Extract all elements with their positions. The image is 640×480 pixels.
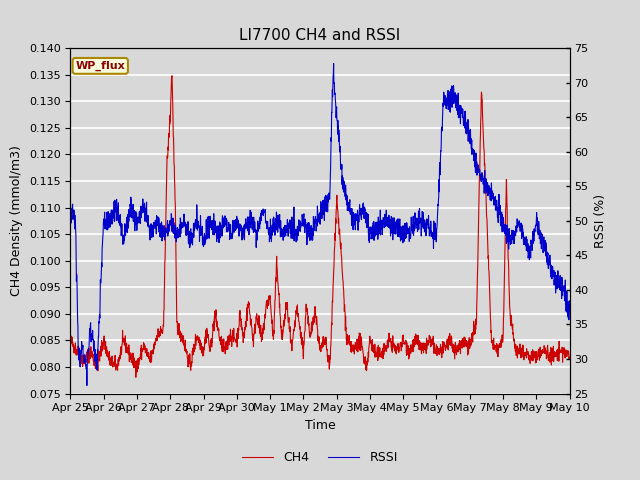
RSSI (310, 214, 317, 219)
CH4 (132, 374, 140, 380)
RSSI (566, 306, 573, 312)
RSSI (67, 222, 74, 228)
RSSI (92, 351, 100, 357)
CH4 (310, 316, 317, 322)
Line: CH4: CH4 (70, 76, 570, 377)
RSSI (552, 290, 559, 296)
RSSI (460, 121, 468, 127)
CH4 (92, 363, 100, 369)
CH4 (67, 336, 74, 341)
RSSI (83, 383, 91, 388)
X-axis label: Time: Time (305, 419, 335, 432)
CH4 (552, 353, 559, 359)
Line: RSSI: RSSI (70, 63, 570, 385)
CH4 (168, 73, 176, 79)
Legend: CH4, RSSI: CH4, RSSI (237, 446, 403, 469)
RSSI (330, 60, 337, 66)
CH4 (566, 356, 573, 362)
CH4 (552, 351, 559, 357)
Title: LI7700 CH4 and RSSI: LI7700 CH4 and RSSI (239, 28, 401, 43)
Y-axis label: RSSI (%): RSSI (%) (594, 194, 607, 248)
Text: WP_flux: WP_flux (76, 61, 125, 71)
RSSI (296, 228, 304, 234)
Y-axis label: CH4 Density (mmol/m3): CH4 Density (mmol/m3) (10, 145, 24, 296)
RSSI (552, 280, 559, 286)
CH4 (296, 333, 304, 339)
CH4 (460, 344, 468, 350)
